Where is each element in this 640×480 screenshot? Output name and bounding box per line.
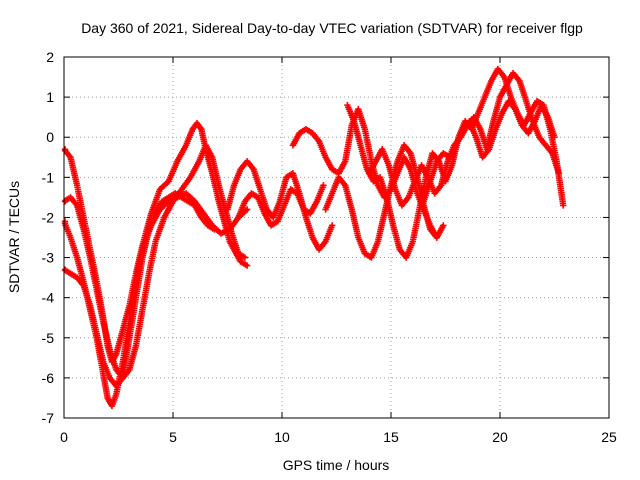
series-pass-4 bbox=[61, 190, 218, 390]
x-tick-label: 0 bbox=[60, 429, 68, 445]
x-axis-label: GPS time / hours bbox=[283, 457, 390, 473]
data-point bbox=[551, 134, 558, 141]
data-point bbox=[440, 222, 447, 229]
y-tick-label: -4 bbox=[42, 290, 55, 306]
data-point bbox=[560, 202, 567, 209]
y-tick-label: -6 bbox=[42, 370, 55, 386]
x-tick-label: 10 bbox=[274, 429, 290, 445]
plot-frame bbox=[63, 56, 610, 419]
y-tick-label: 0 bbox=[46, 129, 54, 145]
series-pass-6 bbox=[235, 182, 327, 229]
series-pass-10 bbox=[366, 69, 563, 209]
series-pass-2 bbox=[61, 142, 249, 382]
y-tick-label: 1 bbox=[46, 89, 54, 105]
y-tick-label: -3 bbox=[42, 250, 55, 266]
x-tick-label: 25 bbox=[601, 429, 617, 445]
data-points bbox=[61, 65, 567, 410]
y-tick-label: -7 bbox=[42, 410, 55, 426]
x-tick-label: 15 bbox=[383, 429, 399, 445]
data-point bbox=[241, 254, 249, 261]
y-axis-label: SDTVAR / TECUs bbox=[6, 181, 22, 293]
series-pass-7 bbox=[289, 105, 440, 241]
series-pass-11 bbox=[420, 97, 558, 205]
data-point bbox=[328, 222, 336, 229]
x-tick-label: 5 bbox=[169, 429, 177, 445]
y-tick-label: -2 bbox=[42, 209, 55, 225]
y-tick-label: -1 bbox=[42, 169, 55, 185]
y-tick-label: -5 bbox=[42, 330, 55, 346]
axis-ticks bbox=[63, 56, 610, 419]
y-tick-labels: -7 -6 -5 -4 -3 -2 -1 0 1 2 bbox=[42, 49, 55, 426]
data-point bbox=[320, 182, 327, 189]
data-point bbox=[243, 262, 251, 269]
data-point bbox=[211, 226, 218, 233]
y-tick-label: 2 bbox=[46, 49, 54, 65]
chart-title: Day 360 of 2021, Sidereal Day-to-day VTE… bbox=[81, 20, 583, 36]
x-tick-labels: 0 5 10 15 20 25 bbox=[60, 429, 617, 445]
data-point bbox=[555, 170, 563, 177]
data-point bbox=[243, 206, 251, 213]
x-tick-label: 20 bbox=[492, 429, 508, 445]
